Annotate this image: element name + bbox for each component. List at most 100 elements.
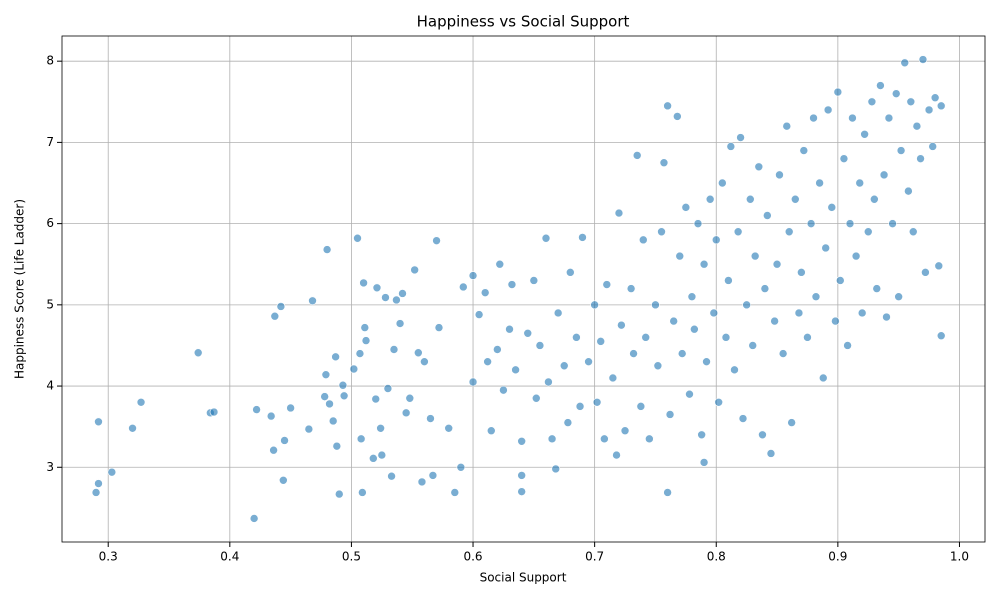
- point: [787, 418, 796, 427]
- point: [806, 219, 816, 228]
- point: [517, 436, 526, 446]
- point: [468, 271, 478, 280]
- point: [128, 423, 137, 433]
- point: [459, 282, 468, 292]
- point: [592, 398, 602, 407]
- point: [547, 434, 557, 444]
- point: [507, 280, 517, 289]
- point: [499, 385, 508, 395]
- point: [636, 402, 646, 411]
- y-tick-label: 8: [46, 54, 54, 68]
- point: [851, 251, 861, 261]
- point: [325, 399, 334, 409]
- point: [304, 424, 314, 434]
- point: [711, 235, 721, 245]
- point: [669, 316, 678, 326]
- point: [434, 323, 444, 332]
- point: [629, 349, 638, 358]
- point: [718, 178, 727, 188]
- point: [392, 295, 401, 305]
- point: [387, 471, 396, 481]
- point: [653, 361, 663, 371]
- point: [420, 357, 429, 366]
- point: [321, 370, 331, 379]
- point: [685, 389, 694, 399]
- point: [855, 178, 865, 188]
- point: [405, 393, 415, 403]
- point: [369, 454, 378, 463]
- point: [815, 178, 824, 188]
- point: [809, 113, 818, 123]
- point: [517, 487, 526, 496]
- point: [699, 259, 709, 269]
- point: [332, 441, 342, 451]
- point: [356, 434, 366, 444]
- point: [308, 296, 317, 306]
- point: [799, 146, 809, 155]
- point: [882, 312, 891, 322]
- point: [371, 394, 381, 404]
- plot-frame: [61, 35, 986, 543]
- point: [831, 316, 840, 326]
- point: [794, 308, 804, 318]
- point: [665, 410, 675, 419]
- point: [353, 233, 362, 243]
- point: [803, 333, 812, 342]
- point: [600, 434, 609, 444]
- point: [928, 142, 938, 151]
- point: [331, 352, 340, 362]
- point: [687, 292, 697, 302]
- point: [797, 268, 806, 277]
- point: [360, 323, 370, 332]
- point: [827, 203, 837, 212]
- point: [709, 308, 719, 318]
- point: [811, 292, 821, 302]
- point: [736, 133, 745, 142]
- point: [614, 208, 624, 218]
- point: [410, 265, 419, 275]
- x-axis-label: Social Support: [480, 571, 567, 585]
- point: [748, 341, 758, 350]
- point: [381, 293, 390, 302]
- point: [705, 194, 715, 204]
- point: [641, 333, 651, 342]
- point: [355, 349, 365, 358]
- point: [456, 462, 466, 472]
- x-tick-label: 0.8: [707, 550, 726, 564]
- point: [912, 121, 922, 131]
- point: [936, 101, 946, 111]
- y-tick-label: 4: [46, 379, 54, 393]
- point: [523, 328, 533, 338]
- point: [906, 97, 916, 107]
- point: [566, 268, 575, 277]
- point: [563, 418, 573, 427]
- point: [818, 373, 828, 383]
- point: [398, 289, 407, 298]
- point: [531, 393, 541, 403]
- point: [775, 170, 784, 180]
- point: [930, 93, 940, 103]
- point: [432, 236, 441, 245]
- point: [252, 405, 261, 414]
- point: [559, 361, 569, 371]
- point: [608, 373, 618, 383]
- point: [835, 276, 845, 285]
- point: [900, 58, 910, 68]
- point: [426, 414, 435, 423]
- point: [681, 203, 691, 212]
- point: [377, 450, 387, 460]
- point: [745, 194, 755, 204]
- point: [884, 113, 894, 123]
- point: [657, 227, 666, 237]
- point: [279, 475, 288, 485]
- point: [839, 154, 849, 163]
- point: [876, 81, 885, 90]
- point: [894, 292, 903, 302]
- point: [699, 458, 709, 467]
- point: [444, 423, 454, 433]
- point: [766, 449, 776, 458]
- point: [659, 158, 669, 168]
- point: [474, 310, 484, 319]
- x-tick-label: 0.5: [342, 550, 361, 564]
- point: [486, 426, 496, 436]
